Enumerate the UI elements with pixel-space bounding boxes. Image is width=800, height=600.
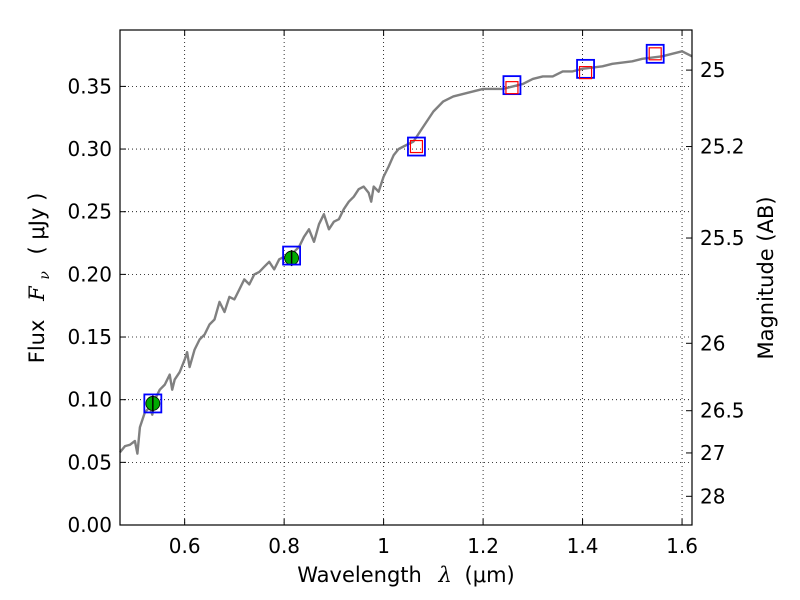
- x-tick-label: 1.6: [666, 534, 698, 558]
- y-tick-label: 0.05: [67, 450, 112, 474]
- plot-background: [120, 30, 692, 525]
- x-tick-label: 1.4: [567, 534, 599, 558]
- y-tick-label: 0.30: [67, 137, 112, 161]
- band-point: [648, 47, 662, 61]
- y2-axis-label: Magnitude (AB): [754, 196, 778, 359]
- x-axis-label: Wavelength λ (μm): [297, 563, 514, 587]
- y2-tick-label: 26.5: [700, 399, 745, 423]
- y2-tick-label: 28: [700, 484, 725, 508]
- y-axis-label: Flux F ν ( μJy ): [25, 193, 54, 364]
- y-tick-label: 0.20: [67, 262, 112, 286]
- y-tick-label: 0.35: [67, 74, 112, 98]
- y2-axis-ticks: 25 25.2 25.5 26 26.5 27 28: [686, 58, 745, 508]
- y2-tick-label: 25.5: [700, 226, 745, 250]
- model-point: [407, 136, 426, 157]
- y-tick-label: 0.00: [67, 513, 112, 537]
- spectrum-line-group: [119, 50, 693, 455]
- band-point: [409, 139, 424, 154]
- y2-tick-label: 25: [700, 58, 725, 82]
- x-tick-label: 0.6: [169, 534, 201, 558]
- y-tick-label: 0.10: [67, 388, 112, 412]
- y2-tick-label: 26: [700, 331, 725, 355]
- x-axis-ticks: 0.6 0.8 1 1.2 1.4 1.6: [169, 30, 698, 558]
- y-tick-label: 0.15: [67, 325, 112, 349]
- y-tick-label: 0.25: [67, 200, 112, 224]
- model-point: [282, 245, 302, 266]
- y2-tick-label: 25.2: [700, 135, 745, 159]
- x-tick-label: 0.8: [268, 534, 300, 558]
- model-point: [645, 43, 665, 64]
- x-tick-label: 1.2: [467, 534, 499, 558]
- model-point: [576, 58, 595, 79]
- model-point: [143, 393, 163, 414]
- y-axis-ticks: 0.00 0.05 0.10 0.15 0.20 0.25 0.30 0.35: [67, 74, 126, 537]
- x-tick-label: 1: [377, 534, 390, 558]
- y2-tick-label: 27: [700, 441, 725, 465]
- photometry-points: [143, 43, 665, 414]
- plot-frame: [119, 29, 693, 526]
- band-point: [578, 66, 593, 80]
- spectrum-line: [119, 50, 693, 455]
- band-point: [505, 81, 519, 95]
